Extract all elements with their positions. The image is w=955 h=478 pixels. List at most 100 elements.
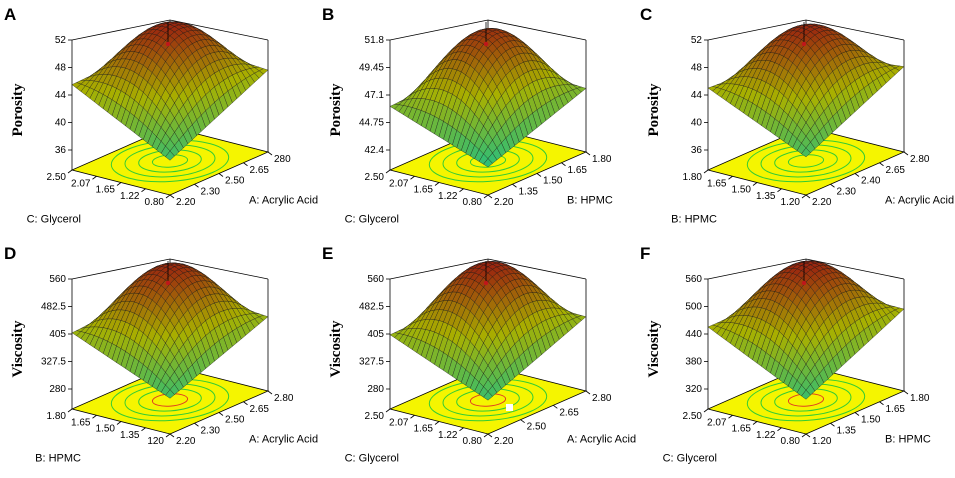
- z-tick-label: 47.1: [365, 90, 385, 101]
- x-axis-label: A: Acrylic Acid: [885, 195, 954, 207]
- y-tick: [728, 175, 733, 180]
- x-tick-label: 2.30: [837, 186, 857, 197]
- y-tick: [483, 194, 489, 199]
- z-tick-label: 44.75: [359, 118, 384, 129]
- x-tick-label: 2.80: [592, 393, 612, 404]
- x-tick-label: 2.65: [559, 407, 579, 418]
- y-tick-label: 2.07: [71, 178, 91, 189]
- x-tick: [536, 173, 542, 177]
- response-surface: [71, 21, 269, 161]
- y-tick: [459, 427, 464, 432]
- surface-cell: [165, 150, 175, 161]
- z-tick-label: 52: [691, 35, 703, 46]
- z-tick-label: 440: [685, 329, 702, 340]
- y-tick: [728, 414, 733, 419]
- x-tick: [218, 412, 224, 416]
- design-point: [801, 41, 807, 47]
- y-axis-label: B: HPMC: [35, 453, 81, 465]
- x-tick: [854, 173, 860, 177]
- y-tick-label: 1.22: [438, 430, 458, 441]
- y-tick-label: 1.35: [120, 430, 140, 441]
- x-tick-label: 2.20: [494, 197, 514, 208]
- box-frame: [71, 19, 269, 170]
- x-axis-label: A: Acrylic Acid: [249, 434, 318, 446]
- panel-b: B 51.8 49.45 47.1 44.75 42.4 Porosity 2.20 1.35 1…: [318, 0, 636, 239]
- x-tick: [487, 194, 493, 199]
- response-surface: [707, 260, 905, 400]
- y-tick-label: 0.80: [463, 197, 483, 208]
- y-axis-label: C: Glycerol: [27, 214, 81, 226]
- y-tick: [67, 408, 73, 413]
- surface-cell: [483, 391, 493, 401]
- x-tick: [243, 162, 248, 167]
- y-tick: [777, 427, 782, 432]
- y-axis-label: C: Glycerol: [345, 214, 399, 226]
- chart-f: F 560 500 440 380 320 Viscosity 1.20 1.35 1.50 1.6…: [640, 244, 931, 465]
- x-tick: [194, 183, 199, 188]
- x-tick-label: 1.80: [592, 154, 612, 165]
- y-tick: [165, 433, 171, 438]
- x-tick-label: 2.80: [274, 393, 294, 404]
- x-tick-label: 2.65: [886, 165, 906, 176]
- x-tick: [903, 390, 909, 395]
- y-tick: [752, 421, 758, 425]
- z-tick-label: 380: [685, 357, 702, 368]
- y-tick: [434, 421, 440, 425]
- x-tick: [487, 433, 493, 438]
- y-tick-label: 0.80: [781, 436, 801, 447]
- z-axis-label: Viscosity: [646, 320, 662, 377]
- z-tick-label: 405: [49, 329, 66, 340]
- x-tick-label: 2.20: [494, 436, 514, 447]
- y-tick-label: 1.35: [756, 191, 776, 202]
- y-tick-label: 1.80: [683, 172, 703, 183]
- z-tick-label: 40: [691, 118, 703, 129]
- y-tick-label: 1.65: [71, 417, 91, 428]
- x-tick-label: 2.40: [861, 176, 881, 187]
- chart-e: E 560 482.5 405 327.5 280 Viscosity 2.20 2.50 2.6…: [322, 244, 636, 465]
- x-tick-label: 2.30: [201, 425, 221, 436]
- y-axis-label: B: HPMC: [671, 214, 717, 226]
- y-tick-label: 1.65: [732, 424, 752, 435]
- y-tick: [141, 427, 146, 432]
- y-tick-label: 2.50: [47, 172, 67, 183]
- y-tick-label: 1.50: [96, 424, 116, 435]
- z-tick-label: 40: [55, 118, 67, 129]
- y-tick: [752, 182, 758, 186]
- surface-cell: [801, 389, 811, 400]
- y-tick-label: 1.50: [732, 185, 752, 196]
- y-tick-label: 2.50: [365, 172, 385, 183]
- x-tick-label: 2.50: [225, 415, 245, 426]
- z-axis-label: Porosity: [328, 83, 344, 137]
- x-tick: [561, 162, 566, 167]
- x-tick-label: 1.80: [910, 393, 930, 404]
- y-tick-label: 1.22: [756, 430, 776, 441]
- x-tick-label: 2.20: [176, 197, 196, 208]
- x-tick: [553, 405, 558, 409]
- x-tick-label: 1.50: [543, 176, 563, 187]
- y-tick: [801, 433, 807, 438]
- x-tick-label: 1.65: [568, 165, 588, 176]
- panel-d: D 560 482.5 405 327.5 280 Viscosity 2.20 2.30 2.5…: [0, 239, 318, 478]
- y-tick-label: 1.80: [47, 411, 67, 422]
- design-point: [483, 41, 489, 47]
- x-tick-label: 2.20: [812, 197, 832, 208]
- y-tick: [116, 421, 122, 425]
- y-tick-label: 1.65: [707, 178, 727, 189]
- y-tick-label: 0.80: [463, 436, 483, 447]
- y-tick-label: 2.50: [365, 411, 385, 422]
- response-surface: [71, 262, 269, 399]
- panel-letter: F: [640, 244, 650, 263]
- panel-letter: A: [4, 5, 16, 24]
- x-tick: [218, 173, 224, 177]
- x-tick-label: 280: [274, 154, 291, 165]
- panel-e: E 560 482.5 405 327.5 280 Viscosity 2.20 2.50 2.6…: [318, 239, 636, 478]
- y-tick-label: 2.50: [683, 411, 703, 422]
- y-tick: [165, 194, 171, 199]
- chart-a: A 52 48 44 40 36 Porosity 2.20 2.30 2.50 2.65 280 A:…: [4, 5, 318, 226]
- panel-letter: D: [4, 244, 16, 263]
- y-tick: [777, 188, 782, 193]
- response-surface: [389, 28, 587, 168]
- surface-cell: [165, 389, 175, 399]
- panel-letter: B: [322, 5, 334, 24]
- z-tick-label: 51.8: [365, 35, 385, 46]
